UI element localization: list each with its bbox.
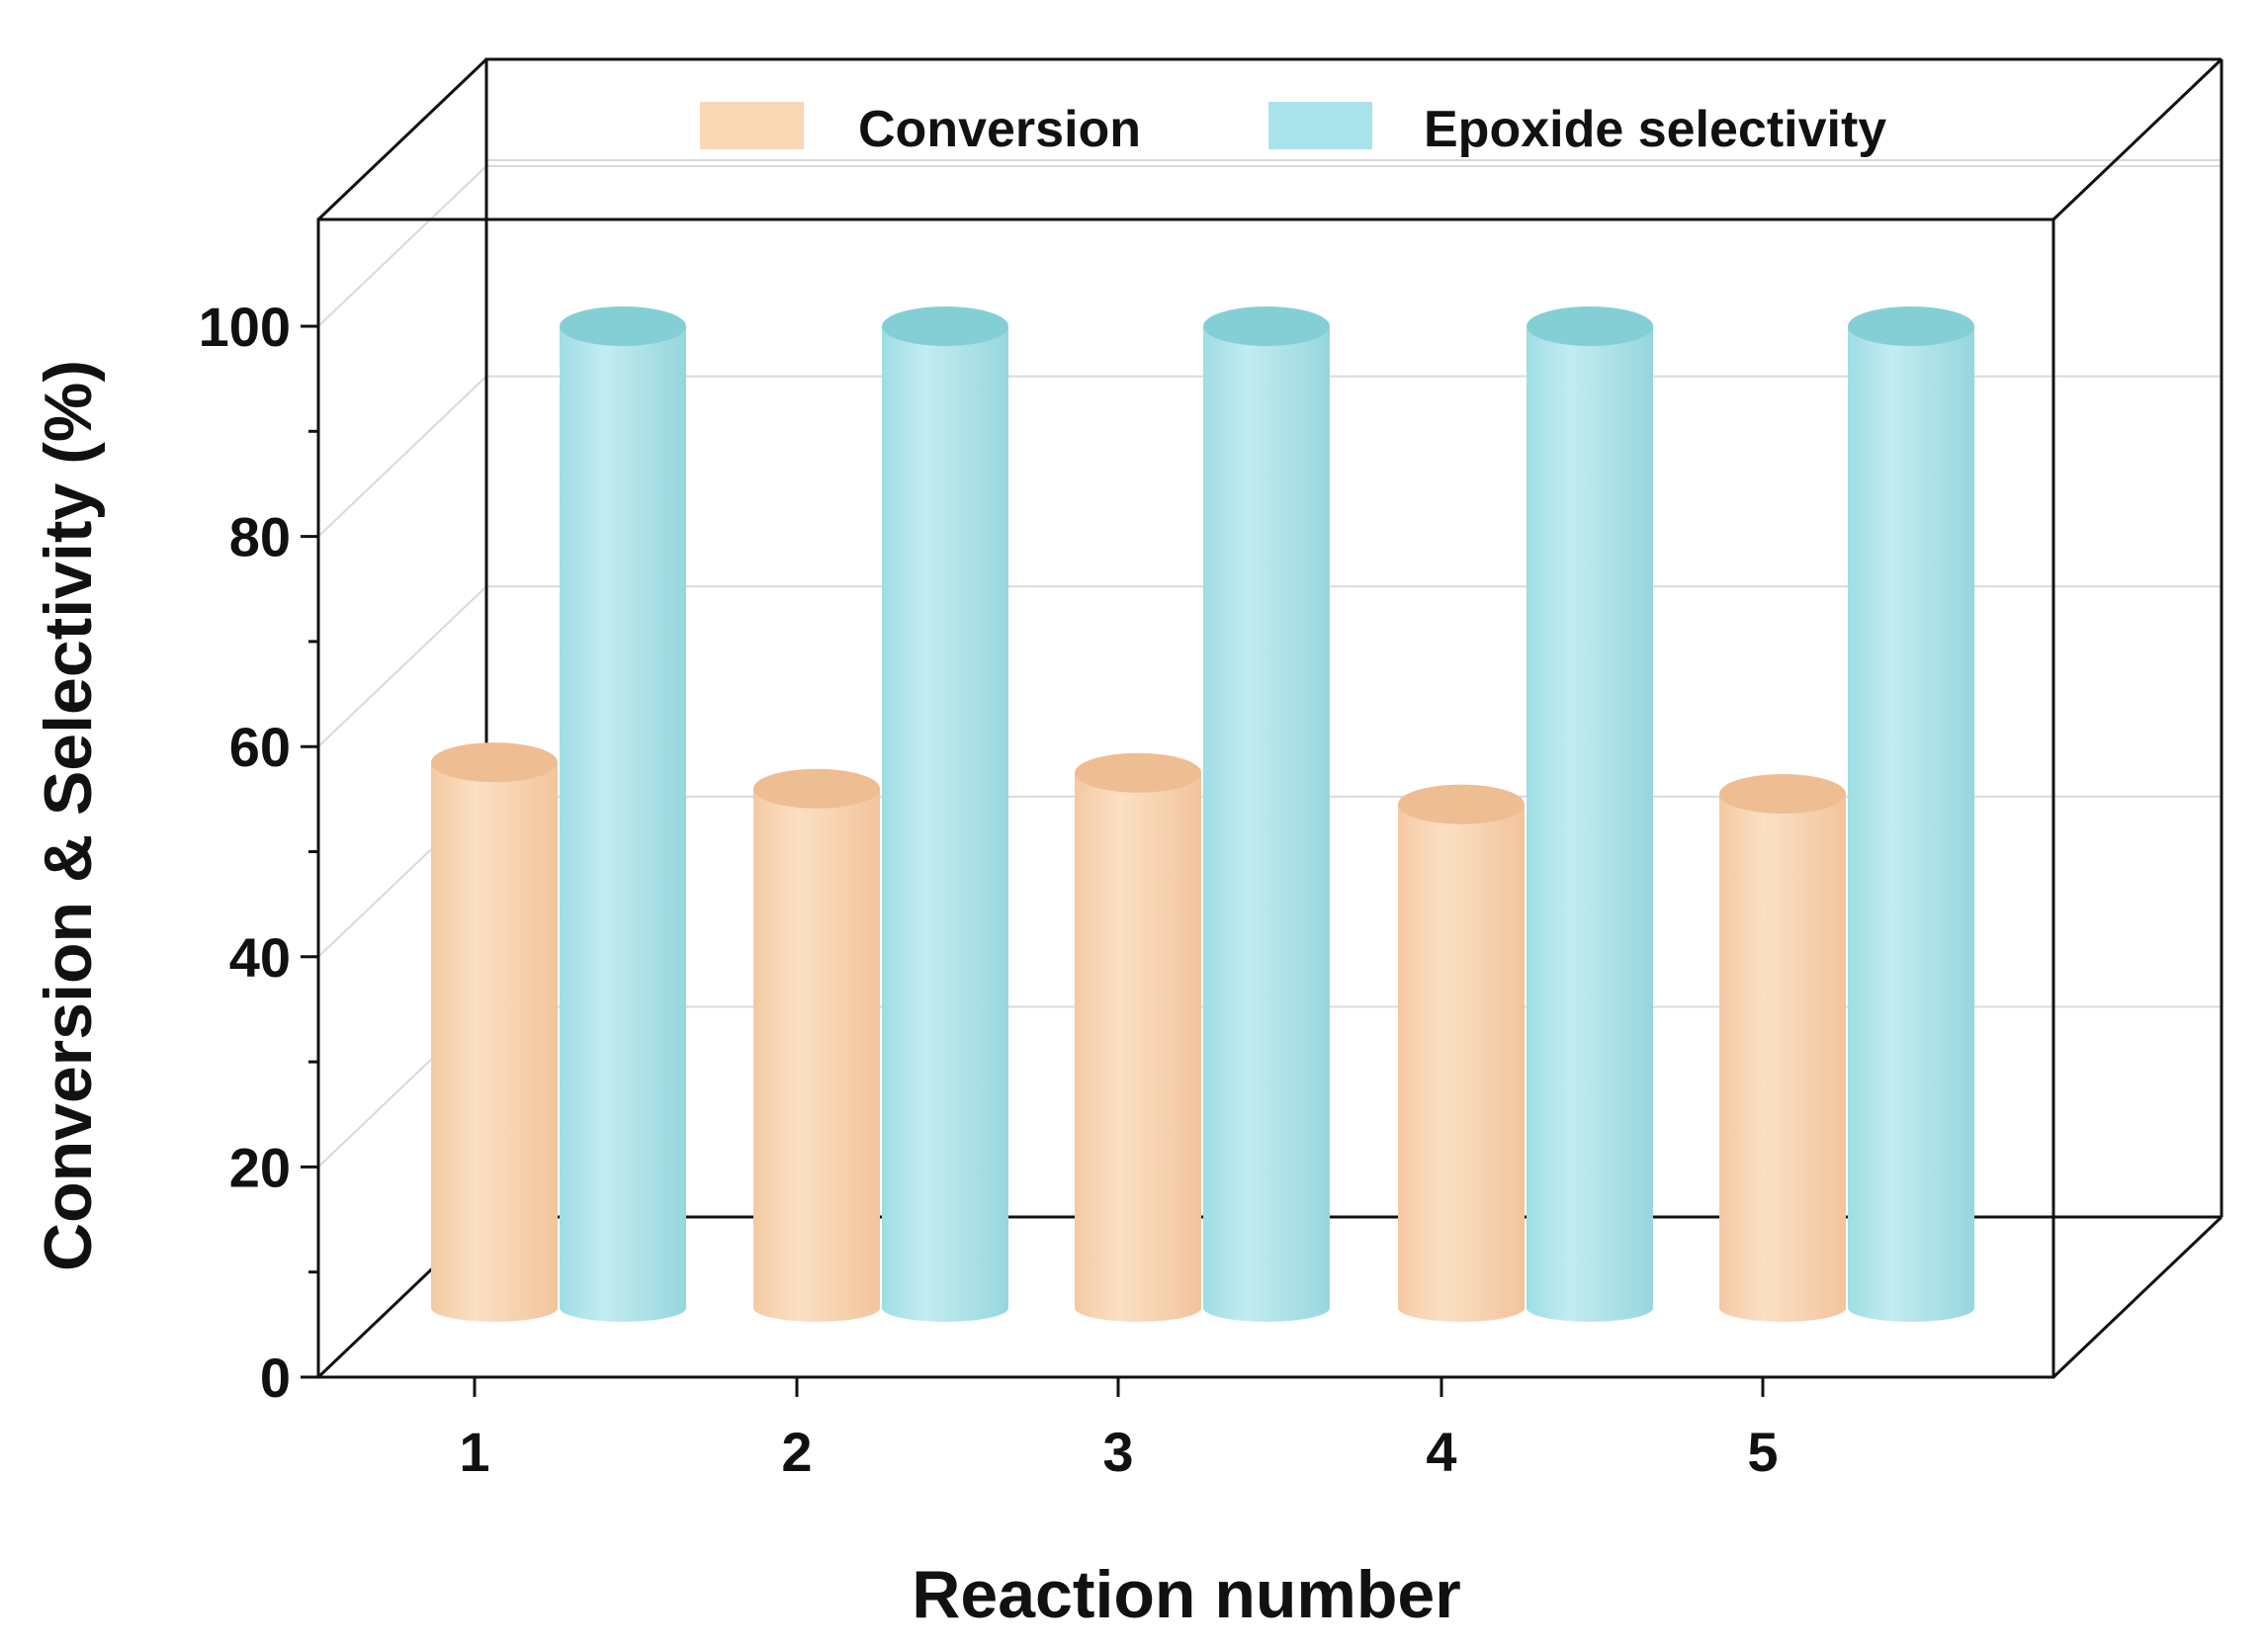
x-axis-title: Reaction number [912, 1557, 1460, 1632]
y-tick-label-20: 20 [229, 1136, 291, 1198]
gridline-side [317, 585, 487, 747]
bar-epoxide-selectivity-4 [1527, 306, 1653, 1322]
bar-epoxide-selectivity-2 [882, 306, 1008, 1322]
axes: 0 20 40 60 80 100 1 2 3 4 5 [199, 296, 1779, 1483]
bar-conversion-5 [1719, 774, 1846, 1322]
plot-frame-front [316, 57, 2224, 1379]
frame-top-right [2051, 57, 2224, 221]
frame-floor-right [2051, 1215, 2224, 1379]
x-tick-label-5: 5 [1747, 1421, 1778, 1483]
y-tick-label-60: 60 [229, 716, 291, 778]
x-tick-label-2: 2 [781, 1421, 812, 1483]
frame-front-rect [316, 217, 2055, 1379]
gridline-side [317, 375, 487, 538]
y-tick-label-80: 80 [229, 506, 291, 568]
frame-top-left [316, 57, 488, 221]
x-tick-label-3: 3 [1102, 1421, 1133, 1483]
y-tick-label-0: 0 [260, 1346, 291, 1409]
bar-epoxide-selectivity-3 [1203, 306, 1330, 1322]
y-tick-label-40: 40 [229, 926, 291, 989]
bars [431, 306, 1974, 1322]
y-tick-label-100: 100 [199, 296, 291, 358]
legend-swatch-epoxide-selectivity [1268, 102, 1372, 149]
y-axis-title: Conversion & Selectivity (%) [31, 360, 106, 1271]
x-tick-label-4: 4 [1426, 1421, 1456, 1483]
bar-conversion-3 [1075, 752, 1201, 1322]
bar-conversion-2 [753, 768, 880, 1322]
bar-conversion-1 [431, 742, 558, 1322]
bar-conversion-4 [1398, 784, 1525, 1322]
bar-epoxide-selectivity-5 [1848, 306, 1974, 1322]
legend-swatch-conversion [700, 102, 804, 149]
x-tick-label-1: 1 [459, 1421, 489, 1483]
gridline-side [317, 165, 487, 327]
legend-label-epoxide-selectivity: Epoxide selectivity [1424, 101, 1886, 158]
legend: Conversion Epoxide selectivity [700, 101, 1886, 158]
bar-epoxide-selectivity-1 [560, 306, 686, 1322]
legend-label-conversion: Conversion [858, 101, 1141, 158]
